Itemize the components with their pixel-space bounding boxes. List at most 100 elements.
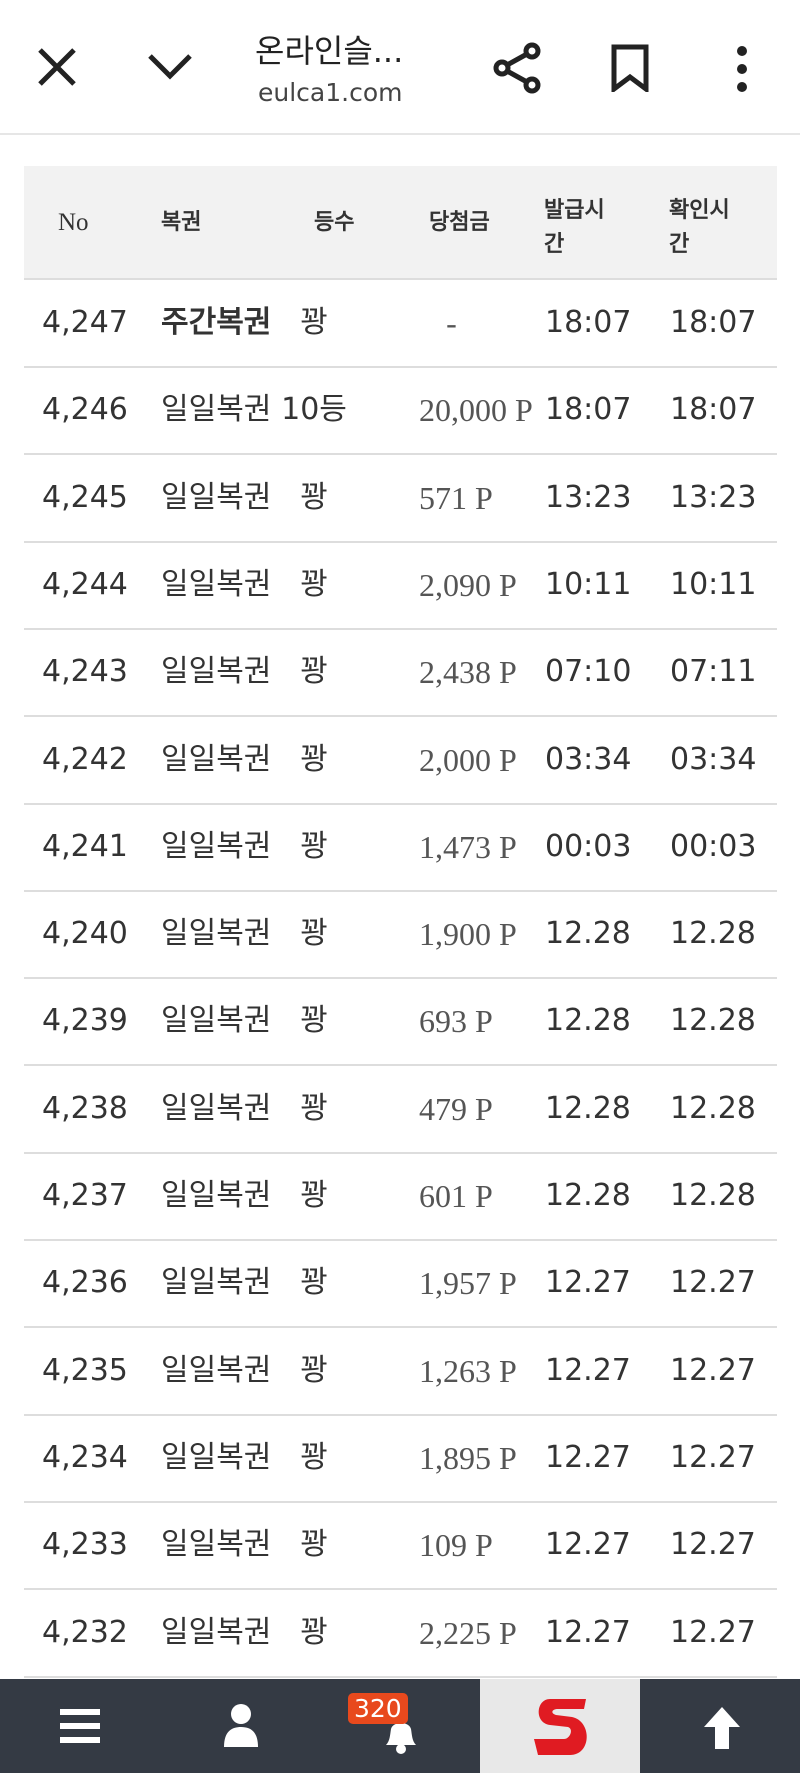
notification-badge: 320 <box>348 1693 408 1724</box>
table-cell: 일일복권 <box>161 1003 272 1039</box>
table-row: 4,237 일일복권 꽝 601 P 12.28 12.28 <box>24 1153 777 1241</box>
table-cell: 꽝 <box>300 1527 328 1563</box>
table-cell: 꽝 <box>300 1178 328 1213</box>
table-cell: 2,090 P <box>419 566 517 603</box>
table-cell: 꽝 <box>300 741 328 777</box>
table-row: 4,244 일일복권 꽝 2,090 P 10:11 10:11 <box>24 542 777 630</box>
table-cell: 4,239 <box>42 1003 128 1039</box>
header-cell: 등수 <box>314 210 355 235</box>
table-row: 4,233 일일복권 꽝 109 P 12.27 12.27 <box>24 1502 777 1591</box>
notification-button[interactable] <box>378 1715 424 1755</box>
table-cell: 18:07 <box>670 392 757 428</box>
table-cell: 1,957 P <box>419 1265 517 1302</box>
table-cell: 4,236 <box>42 1265 128 1301</box>
table-cell: 10:11 <box>670 566 757 602</box>
table-cell: 12.27 <box>670 1614 756 1650</box>
table-cell: 4,242 <box>42 741 128 777</box>
table-row: 4,243 일일복권 꽝 2,438 P 07:10 07:11 <box>24 629 777 718</box>
table-row: 4,240 일일복권 꽝 1,900 P 12.28 12.28 <box>24 891 777 980</box>
table-cell: 07:10 <box>545 654 632 690</box>
table-row: 4,247 주간복권 꽝 - 18:07 18:07 <box>24 280 777 368</box>
bookmark-button[interactable] <box>610 44 650 92</box>
table-cell: 4,244 <box>42 566 128 602</box>
table-cell: 꽝 <box>300 1439 328 1475</box>
table-cell: 20,000 P <box>419 392 533 429</box>
table-cell: 4,246 <box>42 392 128 428</box>
table-cell: - <box>446 305 457 341</box>
table-cell: 601 P <box>419 1178 493 1214</box>
logo-button[interactable] <box>480 1679 640 1773</box>
page-url: eulca1.com <box>258 78 403 107</box>
table-cell: 꽝 <box>300 566 328 602</box>
header-cell: 발급시간 <box>544 198 605 257</box>
table-row: 4,232 일일복권 꽝 2,225 P 12.27 12.27 <box>24 1590 777 1678</box>
table-cell: 12.28 <box>545 1090 631 1126</box>
table-cell: 00:03 <box>545 828 632 864</box>
table-row: 4,238 일일복권 꽝 479 P 12.28 12.28 <box>24 1066 777 1154</box>
table-cell: 4,234 <box>42 1439 128 1475</box>
collapse-button[interactable] <box>146 52 194 82</box>
table-cell: 12.28 <box>545 1178 631 1213</box>
table-cell: 18:07 <box>545 392 632 428</box>
close-button[interactable] <box>36 46 78 88</box>
header-cell: 확인시간 <box>669 198 730 257</box>
table-cell: 꽝 <box>300 1003 328 1039</box>
table-cell: 12.27 <box>545 1439 631 1475</box>
table-row: 4,242 일일복권 꽝 2,000 P 03:34 03:34 <box>24 717 777 805</box>
table-row: 4,235 일일복권 꽝 1,263 P 12.27 12.27 <box>24 1328 777 1416</box>
table-cell: 03:34 <box>670 741 757 777</box>
table-row: 4,239 일일복권 꽝 693 P 12.28 12.28 <box>24 978 777 1067</box>
table-cell: 꽝 <box>300 828 328 864</box>
table-cell: 4,233 <box>42 1527 128 1563</box>
table-cell: 일일복권 <box>161 1178 272 1213</box>
table-row: 4,241 일일복권 꽝 1,473 P 00:03 00:03 <box>24 804 777 892</box>
table-cell: 12.28 <box>670 916 756 952</box>
table-cell: 일일복권 <box>161 828 272 864</box>
table-cell: 13:23 <box>545 479 632 515</box>
table-cell: 693 P <box>419 1003 493 1040</box>
header-cell: No <box>58 209 89 236</box>
table-cell: 꽝 <box>300 1090 328 1126</box>
scroll-top-button[interactable] <box>700 1703 744 1751</box>
table-cell: 12.28 <box>670 1178 756 1213</box>
table-cell: 꽝 <box>300 305 328 340</box>
table-cell: 12.27 <box>670 1265 756 1301</box>
table-cell: 12.27 <box>545 1614 631 1650</box>
table-cell: 10등 <box>281 392 347 428</box>
table-cell: 4,238 <box>42 1090 128 1126</box>
table-cell: 주간복권 <box>161 305 272 340</box>
table-cell: 일일복권 <box>161 654 272 690</box>
table-cell: 18:07 <box>670 305 757 340</box>
browser-bar: 온라인슬... eulca1.com <box>0 0 800 135</box>
table-cell: 12.28 <box>545 916 631 952</box>
menu-button[interactable] <box>58 1707 102 1745</box>
table-cell: 일일복권 <box>161 1352 272 1388</box>
table-cell: 12.27 <box>545 1265 631 1301</box>
table-cell: 1,900 P <box>419 916 517 953</box>
table-row: 4,234 일일복권 꽝 1,895 P 12.27 12.27 <box>24 1415 777 1503</box>
table-cell: 03:34 <box>545 741 632 777</box>
table-cell: 12.27 <box>670 1527 756 1563</box>
table-cell: 10:11 <box>545 566 632 602</box>
table-cell: 2,225 P <box>419 1614 517 1651</box>
more-button[interactable] <box>734 44 750 94</box>
table-cell: 일일복권 <box>161 1439 272 1475</box>
table-cell: 일일복권 <box>161 392 272 428</box>
table-cell: 1,263 P <box>419 1352 517 1389</box>
share-button[interactable] <box>492 42 544 94</box>
table-cell: 07:11 <box>670 654 757 690</box>
table-cell: 일일복권 <box>161 479 272 515</box>
table-row: 4,245 일일복권 꽝 571 P 13:23 13:23 <box>24 455 777 543</box>
table-cell: 꽝 <box>300 916 328 952</box>
table-cell: 571 P <box>419 479 493 516</box>
table-cell: 18:07 <box>545 305 632 340</box>
logo <box>534 1699 587 1755</box>
user-button[interactable] <box>222 1703 260 1747</box>
table-cell: 4,247 <box>42 305 128 340</box>
table-cell: 꽝 <box>300 1352 328 1388</box>
table-cell: 일일복권 <box>161 1527 272 1563</box>
table-cell: 13:23 <box>670 479 757 515</box>
table-cell: 12.27 <box>545 1352 631 1388</box>
table-cell: 4,237 <box>42 1178 128 1213</box>
table-cell: 일일복권 <box>161 1090 272 1126</box>
